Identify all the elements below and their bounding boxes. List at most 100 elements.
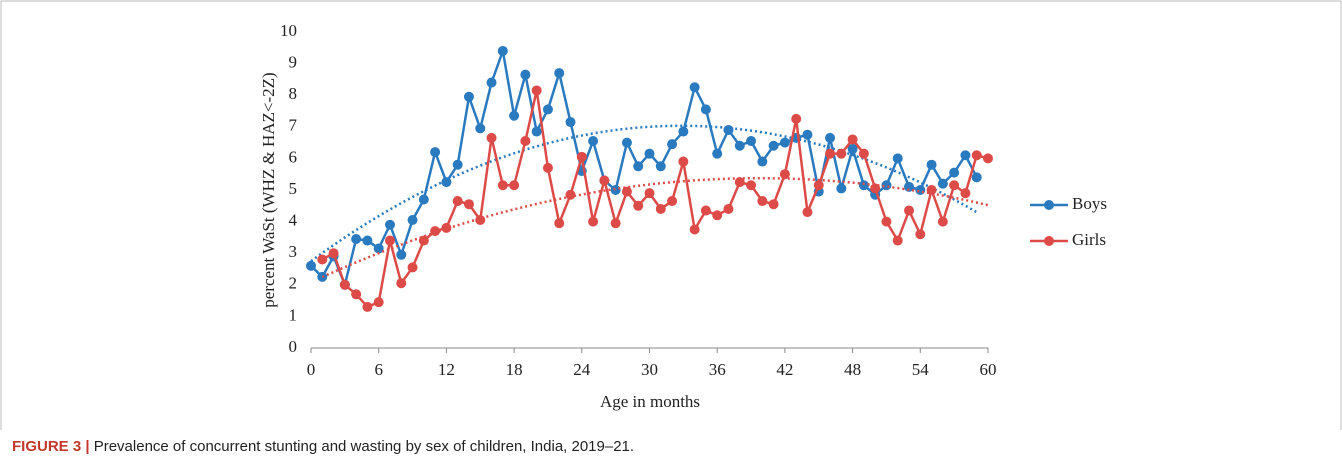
marker — [779, 169, 790, 180]
y-tick-label: 1 — [289, 305, 298, 324]
y-tick-label: 6 — [289, 147, 298, 166]
marker — [836, 148, 847, 159]
marker — [396, 278, 407, 289]
marker — [700, 205, 711, 216]
marker — [791, 113, 802, 124]
marker — [971, 150, 982, 161]
marker — [610, 185, 621, 195]
marker — [317, 254, 328, 265]
marker — [802, 129, 813, 140]
marker — [723, 124, 734, 135]
marker — [565, 117, 576, 128]
marker — [384, 219, 395, 230]
marker — [373, 243, 384, 254]
marker — [734, 140, 745, 151]
marker — [441, 177, 452, 188]
x-tick-label: 54 — [912, 360, 930, 379]
marker — [509, 110, 520, 121]
marker — [768, 140, 779, 151]
marker — [644, 148, 655, 159]
marker — [757, 196, 768, 207]
x-tick-label: 30 — [641, 360, 658, 379]
y-tick-label: 2 — [289, 274, 298, 293]
marker — [960, 150, 971, 161]
marker — [633, 200, 644, 211]
y-tick-label: 5 — [289, 179, 298, 198]
marker — [689, 82, 700, 93]
marker — [610, 218, 621, 229]
legend-label: Boys — [1072, 194, 1107, 213]
marker — [678, 126, 689, 137]
caption-label: FIGURE 3 | — [12, 438, 90, 455]
legend-marker — [1044, 200, 1054, 210]
marker — [734, 177, 745, 188]
marker — [497, 180, 508, 191]
x-tick-label: 12 — [438, 360, 455, 379]
y-tick-label: 4 — [289, 211, 298, 230]
marker — [667, 196, 678, 207]
marker — [813, 180, 824, 191]
marker — [351, 233, 362, 244]
marker — [915, 229, 926, 240]
marker — [407, 262, 418, 273]
marker — [531, 85, 542, 96]
marker — [486, 77, 497, 88]
marker — [576, 151, 587, 162]
marker — [971, 172, 982, 183]
marker — [937, 178, 948, 189]
y-tick-label: 10 — [280, 21, 297, 40]
marker — [678, 156, 689, 167]
marker — [588, 136, 599, 147]
marker — [633, 161, 644, 172]
marker — [892, 235, 903, 246]
marker — [723, 203, 734, 214]
caption-text: Prevalence of concurrent stunting and wa… — [93, 438, 635, 455]
marker — [373, 297, 384, 308]
marker — [746, 180, 757, 191]
x-axis-label: Age in months — [600, 392, 700, 411]
marker — [475, 123, 486, 134]
x-tick-label: 24 — [573, 360, 591, 379]
marker — [509, 180, 520, 191]
marker — [497, 45, 508, 56]
marker — [542, 162, 553, 173]
series-line — [310, 46, 978, 289]
marker — [881, 216, 892, 227]
marker — [655, 203, 666, 214]
marker — [858, 180, 869, 191]
marker — [892, 153, 903, 164]
x-tick-label: 42 — [776, 360, 793, 379]
marker — [949, 180, 960, 191]
marker — [430, 147, 441, 158]
marker — [768, 199, 779, 210]
marker — [621, 186, 632, 197]
marker — [655, 161, 666, 172]
x-tick-label: 48 — [844, 360, 861, 379]
marker — [779, 137, 790, 148]
marker — [757, 156, 768, 167]
marker — [463, 91, 474, 102]
marker — [599, 175, 610, 186]
marker — [486, 132, 497, 143]
marker — [554, 218, 565, 229]
x-tick-label: 36 — [709, 360, 726, 379]
marker — [384, 235, 395, 246]
marker — [825, 132, 836, 143]
marker — [621, 137, 632, 148]
marker — [554, 68, 565, 79]
marker — [825, 148, 836, 159]
marker — [475, 215, 486, 226]
marker — [667, 139, 678, 150]
marker — [700, 104, 711, 115]
marker — [520, 69, 531, 80]
marker — [430, 226, 441, 237]
marker — [531, 126, 542, 137]
y-tick-label: 8 — [289, 84, 298, 103]
marker — [407, 215, 418, 226]
marker — [565, 189, 576, 200]
marker — [418, 235, 429, 246]
marker — [836, 183, 847, 194]
frame — [0, 0, 1342, 430]
marker — [712, 148, 723, 159]
